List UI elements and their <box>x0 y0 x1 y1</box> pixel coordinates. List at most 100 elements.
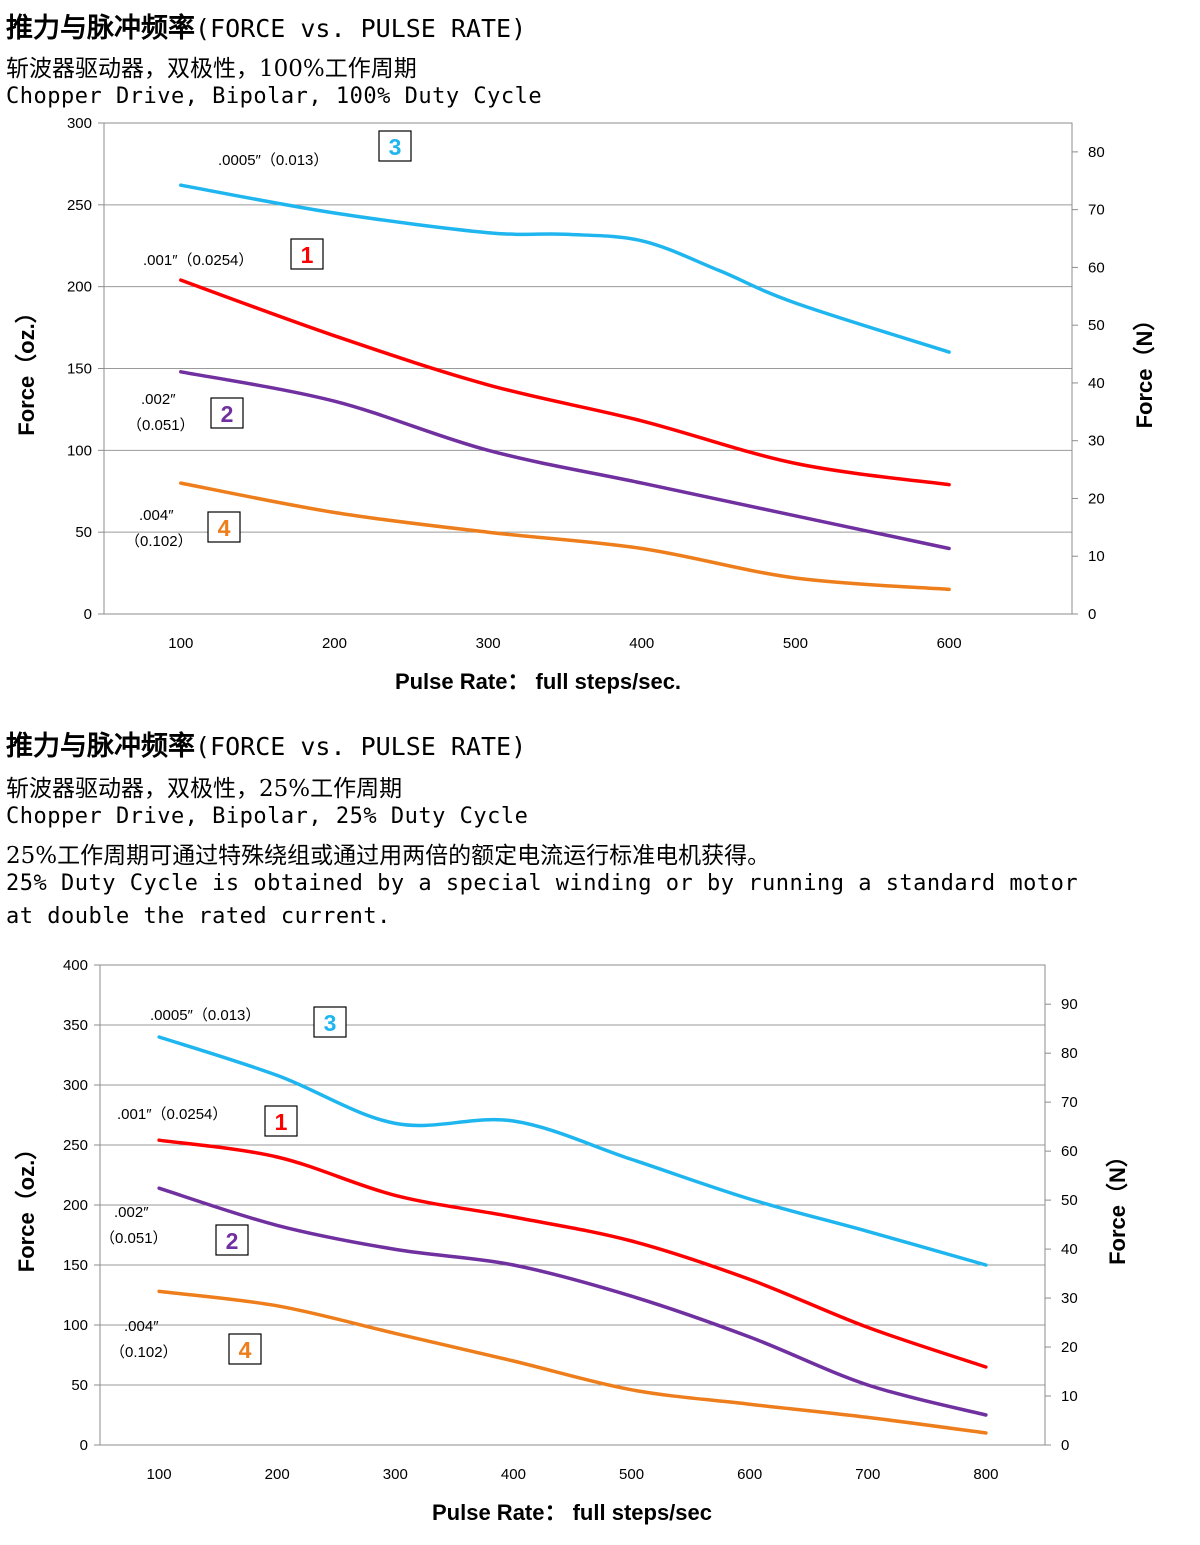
y-tick-label: 100 <box>67 442 92 459</box>
section2-subtitle-cn: 斩波器驱动器，双极性，25%工作周期 <box>6 776 403 802</box>
series-line-1 <box>179 278 951 487</box>
section2-subtitle-en: Chopper Drive, Bipolar, 25% Duty Cycle <box>6 804 529 829</box>
section2-title-en: (FORCE vs. PULSE RATE) <box>195 732 527 761</box>
series-number-box-1 <box>264 1105 298 1137</box>
series-label-2-mm: （0.051） <box>127 417 195 434</box>
x-tick-label: 100 <box>147 1466 172 1483</box>
y2-axis-title: Force（N） <box>1132 309 1157 429</box>
plot-frame <box>103 122 1073 615</box>
series-number-2: 2 <box>226 1228 239 1254</box>
section1-title-en: (FORCE vs. PULSE RATE) <box>195 14 527 43</box>
y2-tick-label: 40 <box>1061 1241 1078 1258</box>
y2-tick-label: 10 <box>1088 548 1105 565</box>
series-number-box-1 <box>290 238 324 270</box>
series-label-2: .002″ <box>141 391 176 408</box>
y2-tick-label: 80 <box>1088 144 1105 161</box>
x-tick-label: 500 <box>783 635 808 652</box>
section2-note-en-1: 25% Duty Cycle is obtained by a special … <box>6 871 1079 896</box>
series-number-box-3 <box>313 1006 347 1038</box>
y-tick-label: 150 <box>67 361 92 378</box>
y2-tick-label: 30 <box>1088 433 1105 450</box>
series-label-1: .001″（0.0254） <box>117 1106 227 1123</box>
section2-title-cn: 推力与脉冲频率 <box>6 731 195 762</box>
section1-title-cn: 推力与脉冲频率 <box>6 13 195 44</box>
series-label-3: .0005″（0.013） <box>218 152 328 169</box>
series-label-2-mm: （0.051） <box>100 1230 168 1247</box>
section1-subtitle-en: Chopper Drive, Bipolar, 100% Duty Cycle <box>6 84 543 109</box>
plot-frame <box>99 964 1046 1446</box>
y-tick-label: 0 <box>84 606 92 623</box>
series-label-4-mm: （0.102） <box>125 533 193 550</box>
x-tick-label: 300 <box>476 635 501 652</box>
section2-note-cn: 25%工作周期可通过特殊绕组或通过用两倍的额定电流运行标准电机获得。 <box>6 843 771 869</box>
series-label-3: .0005″（0.013） <box>150 1007 260 1024</box>
y-tick-label: 350 <box>63 1017 88 1034</box>
series-label-1: .001″（0.0254） <box>143 252 253 269</box>
y2-tick-label: 50 <box>1088 317 1105 334</box>
x-tick-label: 800 <box>973 1466 998 1483</box>
y-tick-label: 50 <box>75 524 92 541</box>
series-label-4: .004″ <box>124 1318 159 1335</box>
series-line-2 <box>179 370 951 551</box>
chart-25-duty: 0 50 100 150 200 250 300 350 400 0 10 20 30 40 50 60 70 8… <box>14 957 1130 1525</box>
series-number-1: 1 <box>301 242 314 268</box>
y-tick-label: 200 <box>63 1197 88 1214</box>
x-tick-label: 100 <box>168 635 193 652</box>
series-number-box-4 <box>207 511 241 543</box>
series-label-4: .004″ <box>139 507 174 524</box>
y2-tick-label: 90 <box>1061 996 1078 1013</box>
y2-tick-label: 0 <box>1061 1437 1069 1454</box>
y-tick-label: 0 <box>80 1437 88 1454</box>
y-tick-label: 100 <box>63 1317 88 1334</box>
y-tick-label: 250 <box>67 197 92 214</box>
series-line-3 <box>157 1035 988 1267</box>
y-axis-title: Force（oz.） <box>14 301 39 435</box>
y-axis-title: Force（oz.） <box>14 1138 39 1272</box>
x-axis-title: Pulse Rate： full steps/sec <box>432 1500 712 1525</box>
y2-axis-title: Force（N） <box>1105 1145 1130 1265</box>
x-tick-label: 600 <box>737 1466 762 1483</box>
y2-tick-label: 20 <box>1088 490 1105 507</box>
series-number-box-4 <box>228 1333 262 1365</box>
y-tick-label: 300 <box>63 1077 88 1094</box>
series-number-box-3 <box>378 130 412 162</box>
y2-tick-label: 40 <box>1088 375 1105 392</box>
y-tick-label: 250 <box>63 1137 88 1154</box>
x-tick-label: 200 <box>322 635 347 652</box>
chart-100-duty: 0 50 100 150 200 250 300 0 10 20 30 40 50 60 70 80 100 20… <box>14 115 1157 694</box>
x-axis-title: Pulse Rate： full steps/sec. <box>395 669 681 694</box>
y-tick-label: 300 <box>67 115 92 132</box>
y2-tick-label: 60 <box>1061 1143 1078 1160</box>
series-number-3: 3 <box>389 134 402 160</box>
x-tick-label: 400 <box>501 1466 526 1483</box>
x-tick-label: 700 <box>855 1466 880 1483</box>
series-line-4 <box>157 1289 988 1435</box>
series-label-2: .002″ <box>114 1204 149 1221</box>
y-tick-label: 400 <box>63 957 88 974</box>
series-number-box-2 <box>210 397 244 429</box>
y2-tick-label: 70 <box>1061 1094 1078 1111</box>
x-tick-label: 400 <box>629 635 654 652</box>
y-tick-label: 150 <box>63 1257 88 1274</box>
series-number-4: 4 <box>239 1337 252 1363</box>
section2-title: 推力与脉冲频率(FORCE vs. PULSE RATE) <box>6 724 526 763</box>
section2-note-en-2: at double the rated current. <box>6 904 391 929</box>
x-tick-label: 500 <box>619 1466 644 1483</box>
section1-title: 推力与脉冲频率(FORCE vs. PULSE RATE) <box>6 6 526 45</box>
y2-tick-label: 60 <box>1088 259 1105 276</box>
series-number-4: 4 <box>218 515 231 541</box>
y2-tick-label: 70 <box>1088 202 1105 219</box>
series-label-4-mm: （0.102） <box>110 1344 178 1361</box>
series-number-3: 3 <box>324 1010 337 1036</box>
series-number-2: 2 <box>221 401 234 427</box>
x-tick-label: 600 <box>937 635 962 652</box>
x-tick-label: 300 <box>383 1466 408 1483</box>
series-line-3 <box>179 183 951 354</box>
section1-subtitle-cn: 斩波器驱动器，双极性，100%工作周期 <box>6 56 417 82</box>
series-number-1: 1 <box>275 1109 288 1135</box>
series-line-4 <box>179 481 951 592</box>
y2-tick-label: 0 <box>1088 606 1096 623</box>
y2-tick-label: 50 <box>1061 1192 1078 1209</box>
y2-tick-label: 20 <box>1061 1339 1078 1356</box>
series-line-1 <box>157 1138 988 1369</box>
